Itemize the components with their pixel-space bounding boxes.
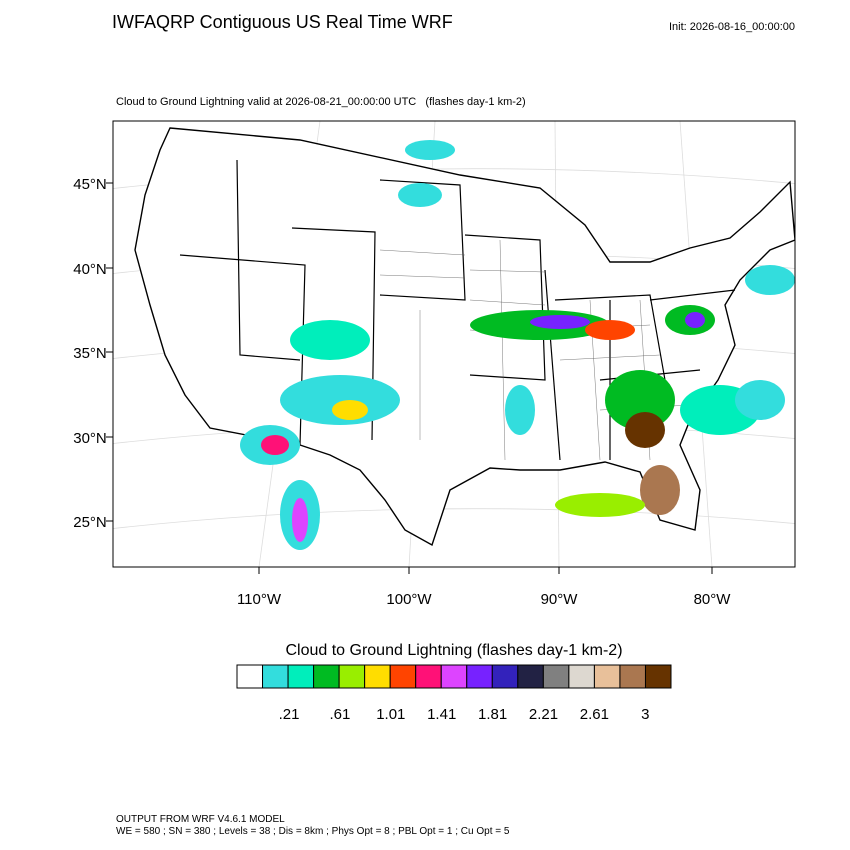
colorbar-swatch <box>364 664 391 689</box>
colorbar-swatch <box>415 664 442 689</box>
lat-label: 25°N <box>73 514 107 531</box>
colorbar-label: .21 <box>279 706 300 723</box>
colorbar-label: 1.01 <box>376 706 405 723</box>
lon-label: 110°W <box>237 591 282 608</box>
colorbar-swatch <box>491 664 519 689</box>
map-subtitle: Cloud to Ground Lightning valid at 2026-… <box>116 96 526 108</box>
lat-label: 30°N <box>73 430 107 447</box>
colorbar-swatch <box>619 664 646 689</box>
lat-label: 40°N <box>73 261 107 278</box>
footer-line: WE = 580 ; SN = 380 ; Levels = 38 ; Dis … <box>116 826 510 837</box>
colorbar-swatch <box>593 664 621 689</box>
init-time: Init: 2026-08-16_00:00:00 <box>669 21 795 33</box>
colorbar-swatch <box>338 664 366 689</box>
colorbar-swatch <box>262 664 289 689</box>
colorbar-label: 1.41 <box>427 706 456 723</box>
colorbar-swatch <box>313 664 340 689</box>
lat-label: 35°N <box>73 345 107 362</box>
colorbar-swatch <box>466 664 493 689</box>
colorbar-label: 3 <box>641 706 649 723</box>
colorbar-label: 1.81 <box>478 706 507 723</box>
colorbar-label: 2.61 <box>580 706 609 723</box>
colorbar-swatch <box>389 664 417 689</box>
colorbar-swatch <box>644 664 672 689</box>
lightning-field <box>240 140 795 550</box>
colorbar-swatch <box>517 664 544 689</box>
us-outline <box>134 127 795 547</box>
colorbar-swatch <box>568 664 595 689</box>
footer-line: OUTPUT FROM WRF V4.6.1 MODEL <box>116 814 285 825</box>
lon-label: 90°W <box>541 591 579 608</box>
colorbar-label: .61 <box>329 706 350 723</box>
colorbar-swatch <box>542 664 570 689</box>
colorbar-label: 2.21 <box>529 706 558 723</box>
lat-label: 45°N <box>73 176 107 193</box>
title: IWFAQRP Contiguous US Real Time WRF <box>112 12 453 32</box>
colorbar-swatch <box>287 664 315 689</box>
colorbar-swatch <box>236 664 264 689</box>
lon-label: 100°W <box>386 591 432 608</box>
map-area <box>113 121 795 567</box>
colorbar-title: Cloud to Ground Lightning (flashes day-1… <box>285 642 622 659</box>
lon-label: 80°W <box>694 591 732 608</box>
map-frame <box>112 120 796 568</box>
colorbar-swatch <box>440 664 468 689</box>
